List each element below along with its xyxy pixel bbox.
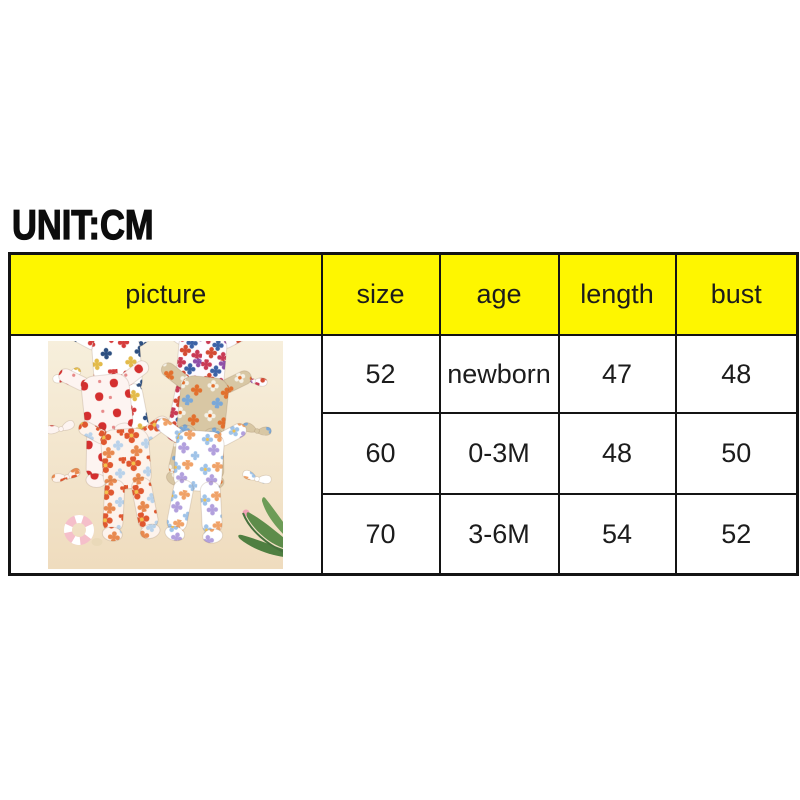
age-cell: 0-3M — [438, 412, 560, 495]
palm-leaf — [238, 496, 284, 557]
length-cell: 47 — [557, 334, 677, 414]
column-header-picture: picture — [8, 252, 323, 336]
table-row: 70 3-6M 54 52 — [10, 493, 799, 576]
age-cell: newborn — [438, 334, 560, 414]
age-cell: 3-6M — [438, 493, 560, 576]
size-cell: 70 — [320, 493, 441, 576]
size-chart-table: picture size age length bust — [8, 252, 799, 576]
column-header-size: size — [320, 252, 441, 336]
unit-label: UNIT:CM — [11, 201, 154, 248]
column-header-bust: bust — [674, 252, 799, 336]
pebble — [91, 537, 103, 546]
bust-cell: 50 — [674, 412, 799, 495]
bust-cell: 48 — [674, 334, 799, 414]
table-row: 52 newborn 47 48 — [8, 334, 799, 576]
length-cell: 48 — [557, 412, 677, 495]
bust-cell: 52 — [674, 493, 799, 576]
column-header-age: age — [438, 252, 560, 336]
header-row: picture size age length bust — [8, 252, 799, 336]
size-cell: 52 — [320, 334, 441, 414]
product-photo — [48, 340, 284, 569]
picture-cell — [8, 334, 323, 576]
column-header-length: length — [557, 252, 677, 336]
length-cell: 54 — [557, 493, 677, 576]
table-row: 60 0-3M 48 50 — [10, 412, 799, 495]
teething-ring — [64, 514, 95, 545]
size-cell: 60 — [320, 412, 441, 495]
